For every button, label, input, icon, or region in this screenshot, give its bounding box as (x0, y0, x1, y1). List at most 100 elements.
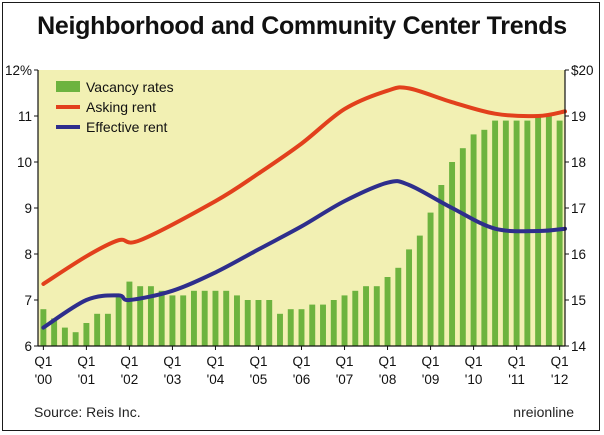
x-tick-quarter: Q1 (422, 354, 440, 369)
vacancy-bar (201, 290, 208, 346)
y-left-tick-label: 8 (24, 247, 32, 262)
x-tick-year: '04 (207, 372, 225, 387)
x-tick-year: '01 (78, 372, 96, 387)
y-right-tick-label: 16 (571, 247, 586, 262)
legend: Vacancy rates Asking rent Effective rent (56, 79, 174, 135)
y-left-tick-label: 9 (24, 201, 32, 216)
x-axis: Q1 '00 Q1 '01 Q1 '02 Q1 '03 Q1 '04 Q1 '05 Q1 '06 Q1 '07… (34, 345, 569, 387)
vacancy-bar (352, 290, 359, 346)
asking-rent-line (41, 85, 567, 286)
x-tick-year: '12 (551, 372, 569, 387)
vacancy-bar (373, 286, 380, 346)
vacancy-bar (61, 327, 68, 346)
x-tick-quarter: Q1 (77, 354, 95, 369)
vacancy-bar (427, 212, 434, 346)
x-tick-quarter: Q1 (508, 354, 526, 369)
vacancy-bar (266, 300, 273, 346)
vacancy-bar (255, 300, 262, 346)
vacancy-bar (502, 120, 509, 346)
x-tick-quarter: Q1 (551, 354, 569, 369)
vacancy-bar (330, 300, 337, 346)
vacancy-bar (395, 267, 402, 346)
vacancy-bar (115, 295, 122, 346)
vacancy-bar (492, 120, 499, 346)
x-tick-quarter: Q1 (465, 354, 483, 369)
y-right-tick-label: 17 (571, 201, 586, 216)
vacancy-bar (234, 295, 240, 346)
x-tick-year: '09 (422, 372, 440, 387)
y-right-tick-label: 18 (571, 155, 586, 170)
vacancy-bar (513, 120, 520, 346)
y-right-tick-label: 19 (571, 109, 586, 124)
legend-swatch-vacancy-rates (56, 81, 80, 92)
x-tick-quarter: Q1 (206, 354, 224, 369)
x-tick-quarter: Q1 (163, 354, 181, 369)
y-right-tick-label: $20 (571, 63, 594, 78)
vacancy-bar (298, 309, 305, 346)
x-tick-quarter: Q1 (292, 354, 310, 369)
vacancy-bar (190, 290, 197, 346)
vacancy-bar (287, 309, 294, 346)
y-left-tick-label: 12% (5, 63, 32, 78)
vacancy-bar (449, 162, 456, 346)
y-left-tick-label: 11 (18, 109, 32, 124)
vacancy-bar (158, 290, 165, 346)
vacancy-bar (384, 277, 391, 346)
x-tick-quarter: Q1 (249, 354, 267, 369)
vacancy-bar (104, 313, 111, 346)
x-tick-year: '07 (336, 372, 354, 387)
chart-title: Neighborhood and Community Center Trends (37, 12, 567, 40)
vacancy-bar (94, 313, 101, 346)
legend-label-asking-rent: Asking rent (86, 99, 156, 115)
x-tick-year: '06 (293, 372, 311, 387)
vacancy-bar (556, 120, 563, 346)
vacancy-bar (72, 332, 79, 346)
vacancy-bar (244, 300, 251, 346)
x-tick-year: '00 (35, 372, 53, 387)
vacancy-bar (481, 129, 488, 346)
credit-note: nreionline (513, 404, 574, 420)
vacancy-bar (406, 249, 413, 346)
vacancy-bar (320, 304, 326, 346)
vacancy-bar (169, 295, 176, 346)
y-left-tick-label: 7 (24, 293, 32, 308)
vacancy-bar (524, 120, 531, 346)
source-note: Source: Reis Inc. (34, 404, 141, 420)
y-axis-left: 6 7 8 9 10 11 12% (5, 63, 39, 354)
vacancy-bar (180, 295, 187, 346)
x-tick-year: '05 (250, 372, 268, 387)
vacancy-bar (459, 148, 466, 346)
x-tick-year: '03 (164, 372, 182, 387)
x-tick-year: '10 (465, 372, 483, 387)
legend-label-effective-rent: Effective rent (86, 119, 168, 135)
vacancy-bar (438, 185, 445, 346)
vacancy-bar (341, 295, 348, 346)
x-tick-quarter: Q1 (379, 354, 397, 369)
vacancy-bar (212, 290, 219, 346)
rent-lines (41, 85, 567, 330)
y-right-tick-label: 15 (571, 293, 586, 308)
y-left-tick-label: 6 (24, 339, 32, 354)
vacancy-bar (416, 235, 423, 346)
y-right-tick-label: 14 (571, 339, 587, 354)
x-tick-quarter: Q1 (336, 354, 354, 369)
x-tick-quarter: Q1 (34, 354, 52, 369)
y-left-tick-label: 10 (17, 155, 32, 170)
vacancy-bar (51, 318, 58, 346)
vacancy-bar (277, 313, 283, 346)
vacancy-bar (309, 304, 316, 346)
vacancy-bar (470, 134, 477, 346)
x-tick-year: '08 (379, 372, 397, 387)
vacancy-bar (137, 286, 144, 346)
vacancy-bar (223, 290, 230, 346)
vacancy-bar (147, 286, 154, 346)
legend-label-vacancy-rates: Vacancy rates (86, 79, 174, 95)
vacancy-bar (363, 286, 369, 346)
x-tick-quarter: Q1 (120, 354, 138, 369)
effective-rent-line (41, 179, 567, 330)
x-tick-year: '02 (121, 372, 139, 387)
vacancy-bar (83, 323, 90, 346)
vacancy-bar (126, 281, 133, 346)
x-tick-year: '11 (508, 372, 525, 387)
